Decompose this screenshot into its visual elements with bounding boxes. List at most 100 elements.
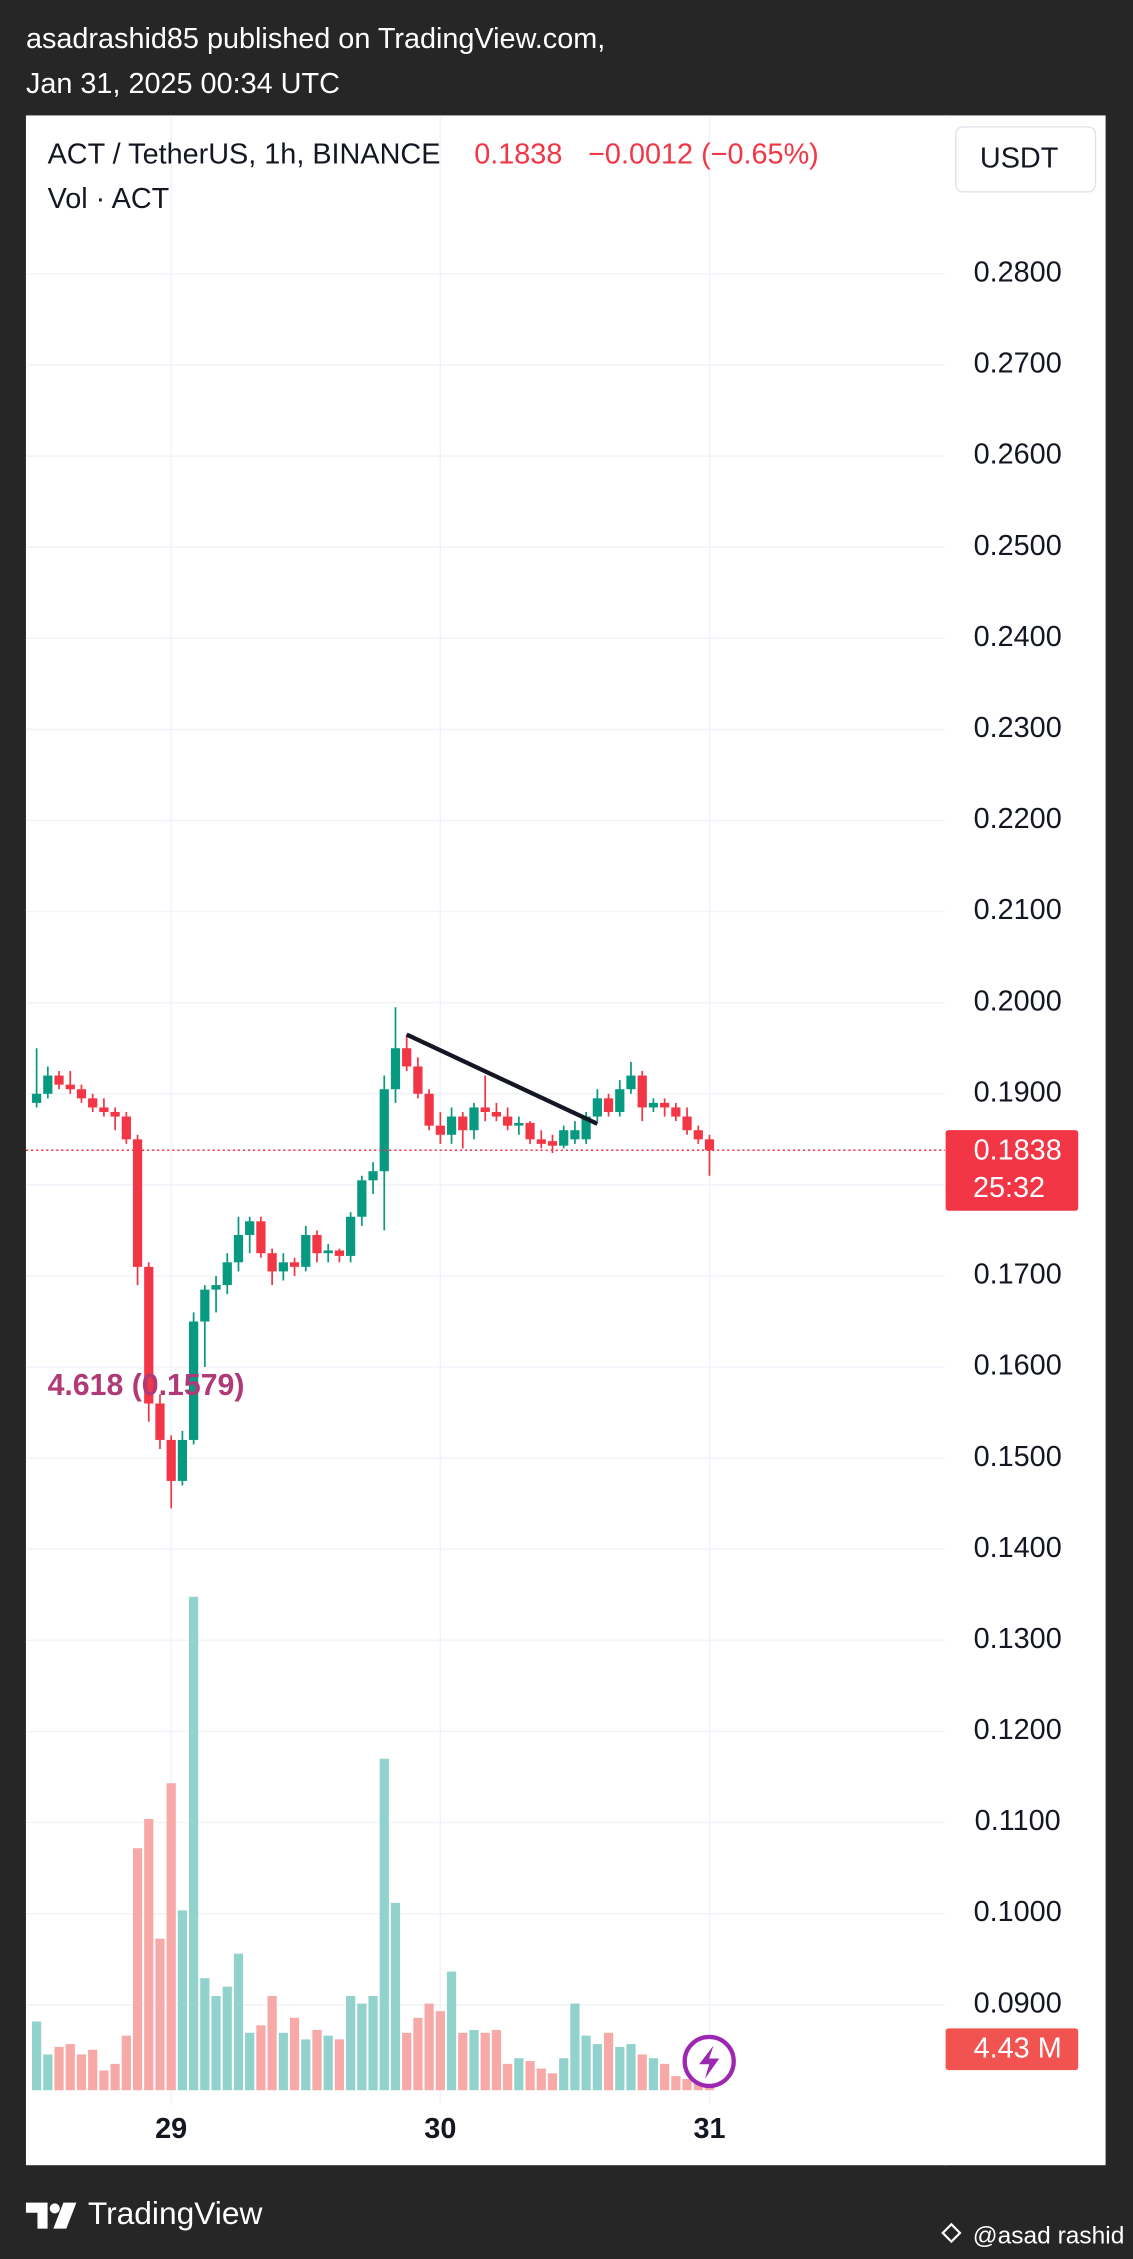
candle-body bbox=[402, 1048, 412, 1067]
volume-bar bbox=[671, 2076, 681, 2091]
volume-bar bbox=[424, 2003, 434, 2091]
volume-bar bbox=[480, 2032, 490, 2091]
candle-body bbox=[615, 1089, 625, 1112]
countdown: 25:32 bbox=[973, 1172, 1045, 1204]
y-tick-label: 0.2400 bbox=[974, 621, 1062, 653]
volume-bar bbox=[301, 2039, 311, 2091]
candle-body bbox=[245, 1221, 255, 1235]
y-tick-label: 0.2000 bbox=[974, 985, 1062, 1017]
candle-body bbox=[693, 1130, 703, 1140]
candle-body bbox=[132, 1139, 143, 1267]
header-change: −0.0012 (−0.65%) bbox=[588, 138, 819, 170]
volume-bar bbox=[166, 1783, 176, 2091]
candle-body bbox=[43, 1075, 53, 1094]
candle-body bbox=[581, 1116, 591, 1140]
currency-button[interactable] bbox=[954, 126, 1097, 193]
volume-bar bbox=[110, 2063, 120, 2091]
x-tick-label: 29 bbox=[155, 2113, 187, 2145]
candle-body bbox=[503, 1116, 513, 1126]
candle-body bbox=[424, 1093, 434, 1126]
y-tick-label: 0.2300 bbox=[974, 712, 1062, 744]
candle-body bbox=[323, 1250, 333, 1254]
last-price-box bbox=[945, 1130, 1079, 1211]
volume-bar bbox=[99, 2070, 109, 2091]
candle-body bbox=[525, 1122, 535, 1140]
publisher: asadrashid85 published on TradingView.co… bbox=[26, 23, 605, 55]
candle-body bbox=[570, 1130, 580, 1140]
volume-bar bbox=[155, 1938, 165, 2091]
candle-body bbox=[390, 1048, 401, 1090]
volume-bar bbox=[536, 2068, 546, 2091]
candle-body bbox=[121, 1116, 131, 1140]
y-tick-label: 0.1500 bbox=[974, 1441, 1062, 1473]
volume-bar bbox=[132, 1848, 143, 2091]
volume-bar bbox=[581, 2035, 591, 2091]
volume-bar bbox=[256, 2025, 266, 2091]
candle-body bbox=[346, 1216, 356, 1256]
candle-body bbox=[278, 1262, 288, 1272]
volume-bar bbox=[547, 2073, 558, 2091]
candle-body bbox=[626, 1075, 636, 1090]
volume-bar bbox=[570, 2003, 580, 2091]
candle-body bbox=[446, 1116, 457, 1135]
y-tick-label: 0.1200 bbox=[974, 1714, 1062, 1746]
grid bbox=[25, 115, 946, 2105]
candle-body bbox=[603, 1098, 614, 1112]
candle-body bbox=[458, 1116, 468, 1131]
y-tick-label: 0.1900 bbox=[974, 1076, 1062, 1108]
volume-bar bbox=[200, 1978, 210, 2091]
currency[interactable]: USDT bbox=[980, 143, 1058, 175]
candle-body bbox=[312, 1234, 322, 1254]
candle-body bbox=[559, 1130, 569, 1146]
candle-body bbox=[110, 1111, 120, 1117]
publish-date: Jan 31, 2025 00:34 UTC bbox=[26, 68, 340, 100]
candle-body bbox=[99, 1107, 109, 1112]
y-tick-label: 0.1300 bbox=[974, 1623, 1062, 1655]
volume-bar bbox=[289, 2017, 300, 2091]
volume-bar bbox=[402, 2032, 412, 2091]
volume-bar bbox=[121, 2035, 131, 2091]
candle-body bbox=[491, 1111, 502, 1117]
candle-body bbox=[704, 1139, 715, 1151]
volume-bar bbox=[458, 2032, 468, 2091]
volume-bar bbox=[88, 2049, 98, 2091]
y-tick-label: 0.1100 bbox=[975, 1805, 1061, 1837]
volume-bar bbox=[368, 1996, 378, 2091]
volume-bar bbox=[267, 1996, 277, 2091]
volume-bar bbox=[648, 2058, 659, 2091]
volume-title: Vol · ACT bbox=[48, 183, 170, 215]
y-tick-label: 0.2500 bbox=[974, 530, 1062, 562]
candle-body bbox=[211, 1285, 221, 1290]
candle-body bbox=[32, 1093, 42, 1103]
candle-body bbox=[469, 1107, 479, 1131]
candle-body bbox=[536, 1139, 546, 1144]
volume-bar bbox=[603, 2032, 614, 2091]
volume-bar bbox=[592, 2044, 602, 2091]
candle-body bbox=[660, 1102, 670, 1108]
volume-bar bbox=[615, 2046, 625, 2091]
volume-bar bbox=[637, 2054, 647, 2091]
candle-body bbox=[65, 1084, 75, 1090]
volume-bar bbox=[278, 2032, 288, 2091]
volume-bar bbox=[491, 2029, 502, 2091]
candle-body bbox=[88, 1098, 98, 1108]
candle-body bbox=[637, 1075, 647, 1108]
volume-bar bbox=[390, 1902, 401, 2091]
volume-bar bbox=[446, 1971, 457, 2091]
volume-bar bbox=[233, 1953, 244, 2091]
candle-body bbox=[166, 1439, 176, 1481]
volume-label-box bbox=[945, 2028, 1079, 2071]
volume-bar bbox=[469, 2029, 479, 2091]
candle-body bbox=[256, 1221, 266, 1254]
volume-bar bbox=[693, 2082, 703, 2091]
volume-bar bbox=[379, 1758, 389, 2091]
candle-body bbox=[547, 1141, 558, 1146]
volume-bar bbox=[503, 2063, 513, 2091]
x-tick-label: 30 bbox=[424, 2113, 456, 2145]
header-price: 0.1838 bbox=[474, 138, 562, 170]
candle-body bbox=[54, 1075, 64, 1085]
volume-bar bbox=[559, 2058, 569, 2091]
volume-bar bbox=[660, 2063, 670, 2091]
candle-body bbox=[379, 1089, 389, 1172]
